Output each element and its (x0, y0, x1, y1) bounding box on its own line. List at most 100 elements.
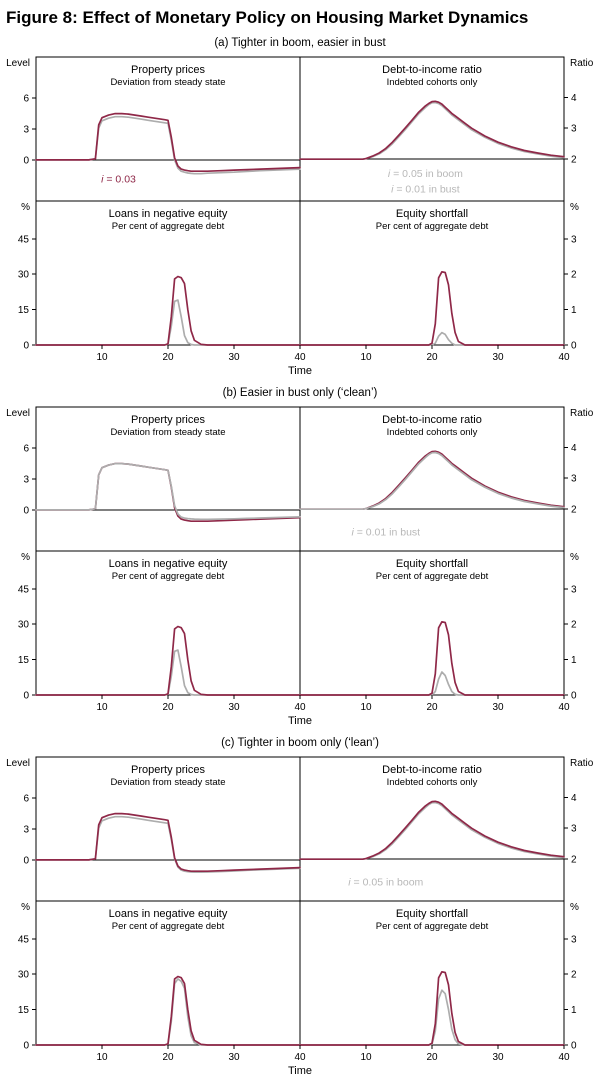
subplot-subtitle: Deviation from steady state (110, 427, 225, 438)
x-tick-label: 20 (426, 352, 438, 363)
x-axis-label: Time (288, 1065, 312, 1077)
y-tick-label: 6 (23, 94, 29, 105)
x-tick-label: 10 (96, 352, 108, 363)
y-axis-unit-label: Ratio (570, 408, 594, 419)
y-axis-unit-label: Ratio (570, 58, 594, 69)
subplot-title: Equity shortfall (396, 558, 468, 570)
annotation-text: = 0.01 in bust (393, 184, 459, 196)
y-tick-label: 30 (18, 970, 30, 981)
y-tick-label: 3 (23, 475, 29, 486)
series-annotation: i = 0.01 in bust (351, 527, 420, 539)
subplot-subtitle: Deviation from steady state (110, 77, 225, 88)
x-axis-label: Time (288, 715, 312, 727)
y-tick-label: 6 (23, 794, 29, 805)
subplot-title: Property prices (131, 64, 205, 76)
annotation-text: = 0.05 in boom (351, 877, 424, 889)
y-tick-label: 15 (18, 1005, 30, 1016)
y-tick-label: 0 (23, 855, 29, 866)
series-line-counterfactual (35, 978, 301, 1046)
annotation-var: i (388, 168, 391, 180)
subplot-subtitle: Per cent of aggregate debt (112, 571, 225, 582)
series-line-baseline (35, 812, 301, 873)
y-tick-label: 0 (23, 155, 29, 166)
subplot-title: Loans in negative equity (109, 558, 228, 570)
series-line-baseline (299, 800, 565, 861)
panel-a-chart: (a) Tighter in boom, easier in bust 0 3 6 Le… (6, 37, 594, 377)
y-tick-label: 4 (571, 793, 577, 804)
x-tick-label: 20 (426, 702, 438, 713)
y-tick-label: 3 (571, 474, 577, 485)
y-tick-label: 2 (571, 855, 577, 866)
series-line-baseline (299, 100, 565, 161)
annotation-text: = 0.01 in bust (354, 527, 420, 539)
y-tick-label: 3 (571, 934, 577, 945)
series-line-baseline (35, 112, 301, 173)
series-line-counterfactual (35, 815, 301, 874)
subplot-title: Property prices (131, 764, 205, 776)
annotation-text: = 0.03 (103, 174, 136, 186)
subplot-subtitle: Per cent of aggregate debt (112, 921, 225, 932)
series-line-counterfactual (299, 989, 565, 1046)
annotation-var: i (391, 184, 394, 196)
subplot-subtitle: Deviation from steady state (110, 777, 225, 788)
series-line-baseline (299, 450, 565, 511)
series-annotation: i = 0.03 (101, 174, 136, 186)
x-tick-label: 30 (492, 352, 504, 363)
y-tick-label: 3 (23, 125, 29, 136)
subplot-subtitle: Per cent of aggregate debt (112, 221, 225, 232)
series-line-baseline (299, 970, 565, 1046)
y-tick-label: 3 (571, 584, 577, 595)
y-axis-unit-label: % (21, 902, 30, 913)
subplot-title: Debt-to-income ratio (382, 414, 482, 426)
y-tick-label: 0 (571, 691, 577, 702)
x-tick-label: 30 (492, 1052, 504, 1063)
annotation-text: = 0.05 in boom (390, 168, 463, 180)
series-annotation: i = 0.05 in boom (388, 168, 463, 180)
x-tick-label: 10 (360, 1052, 372, 1063)
y-tick-label: 6 (23, 444, 29, 455)
y-axis-unit-label: % (21, 202, 30, 213)
x-tick-label: 40 (294, 352, 306, 363)
y-axis-unit-label: Level (6, 58, 30, 69)
y-tick-label: 2 (571, 970, 577, 981)
y-tick-label: 1 (571, 305, 577, 316)
y-tick-label: 3 (571, 234, 577, 245)
subplot-title: Property prices (131, 414, 205, 426)
y-tick-label: 15 (18, 305, 30, 316)
subplot-title: Debt-to-income ratio (382, 64, 482, 76)
y-tick-label: 0 (23, 505, 29, 516)
y-tick-label: 0 (23, 1041, 29, 1052)
subplot-subtitle: Per cent of aggregate debt (376, 221, 489, 232)
subplot-title: Loans in negative equity (109, 908, 228, 920)
y-tick-label: 30 (18, 620, 30, 631)
panel-caption: (b) Easier in bust only (‘clean’) (223, 387, 378, 399)
x-tick-label: 30 (228, 352, 240, 363)
annotation-var: i (101, 174, 104, 186)
y-tick-label: 4 (571, 93, 577, 104)
y-tick-label: 15 (18, 655, 30, 666)
x-tick-label: 30 (492, 702, 504, 713)
annotation-var: i (351, 527, 354, 539)
y-axis-unit-label: % (570, 552, 579, 563)
subplot-title: Equity shortfall (396, 208, 468, 220)
subplot-subtitle: Per cent of aggregate debt (376, 571, 489, 582)
subplot-title: Debt-to-income ratio (382, 764, 482, 776)
y-tick-label: 0 (571, 341, 577, 352)
y-tick-label: 0 (23, 341, 29, 352)
x-tick-label: 10 (96, 1052, 108, 1063)
y-tick-label: 3 (23, 825, 29, 836)
y-axis-unit-label: % (570, 902, 579, 913)
figure-title: Figure 8: Effect of Monetary Policy on H… (6, 8, 529, 27)
y-tick-label: 45 (18, 584, 30, 595)
y-tick-label: 1 (571, 655, 577, 666)
x-tick-label: 10 (360, 702, 372, 713)
y-tick-label: 0 (23, 691, 29, 702)
series-annotation: i = 0.01 in bust (391, 184, 460, 196)
series-line-baseline (35, 975, 301, 1046)
series-annotation: i = 0.05 in boom (348, 877, 423, 889)
y-tick-label: 4 (571, 443, 577, 454)
y-tick-label: 0 (571, 1041, 577, 1052)
y-tick-label: 45 (18, 234, 30, 245)
series-line-baseline (299, 620, 565, 696)
